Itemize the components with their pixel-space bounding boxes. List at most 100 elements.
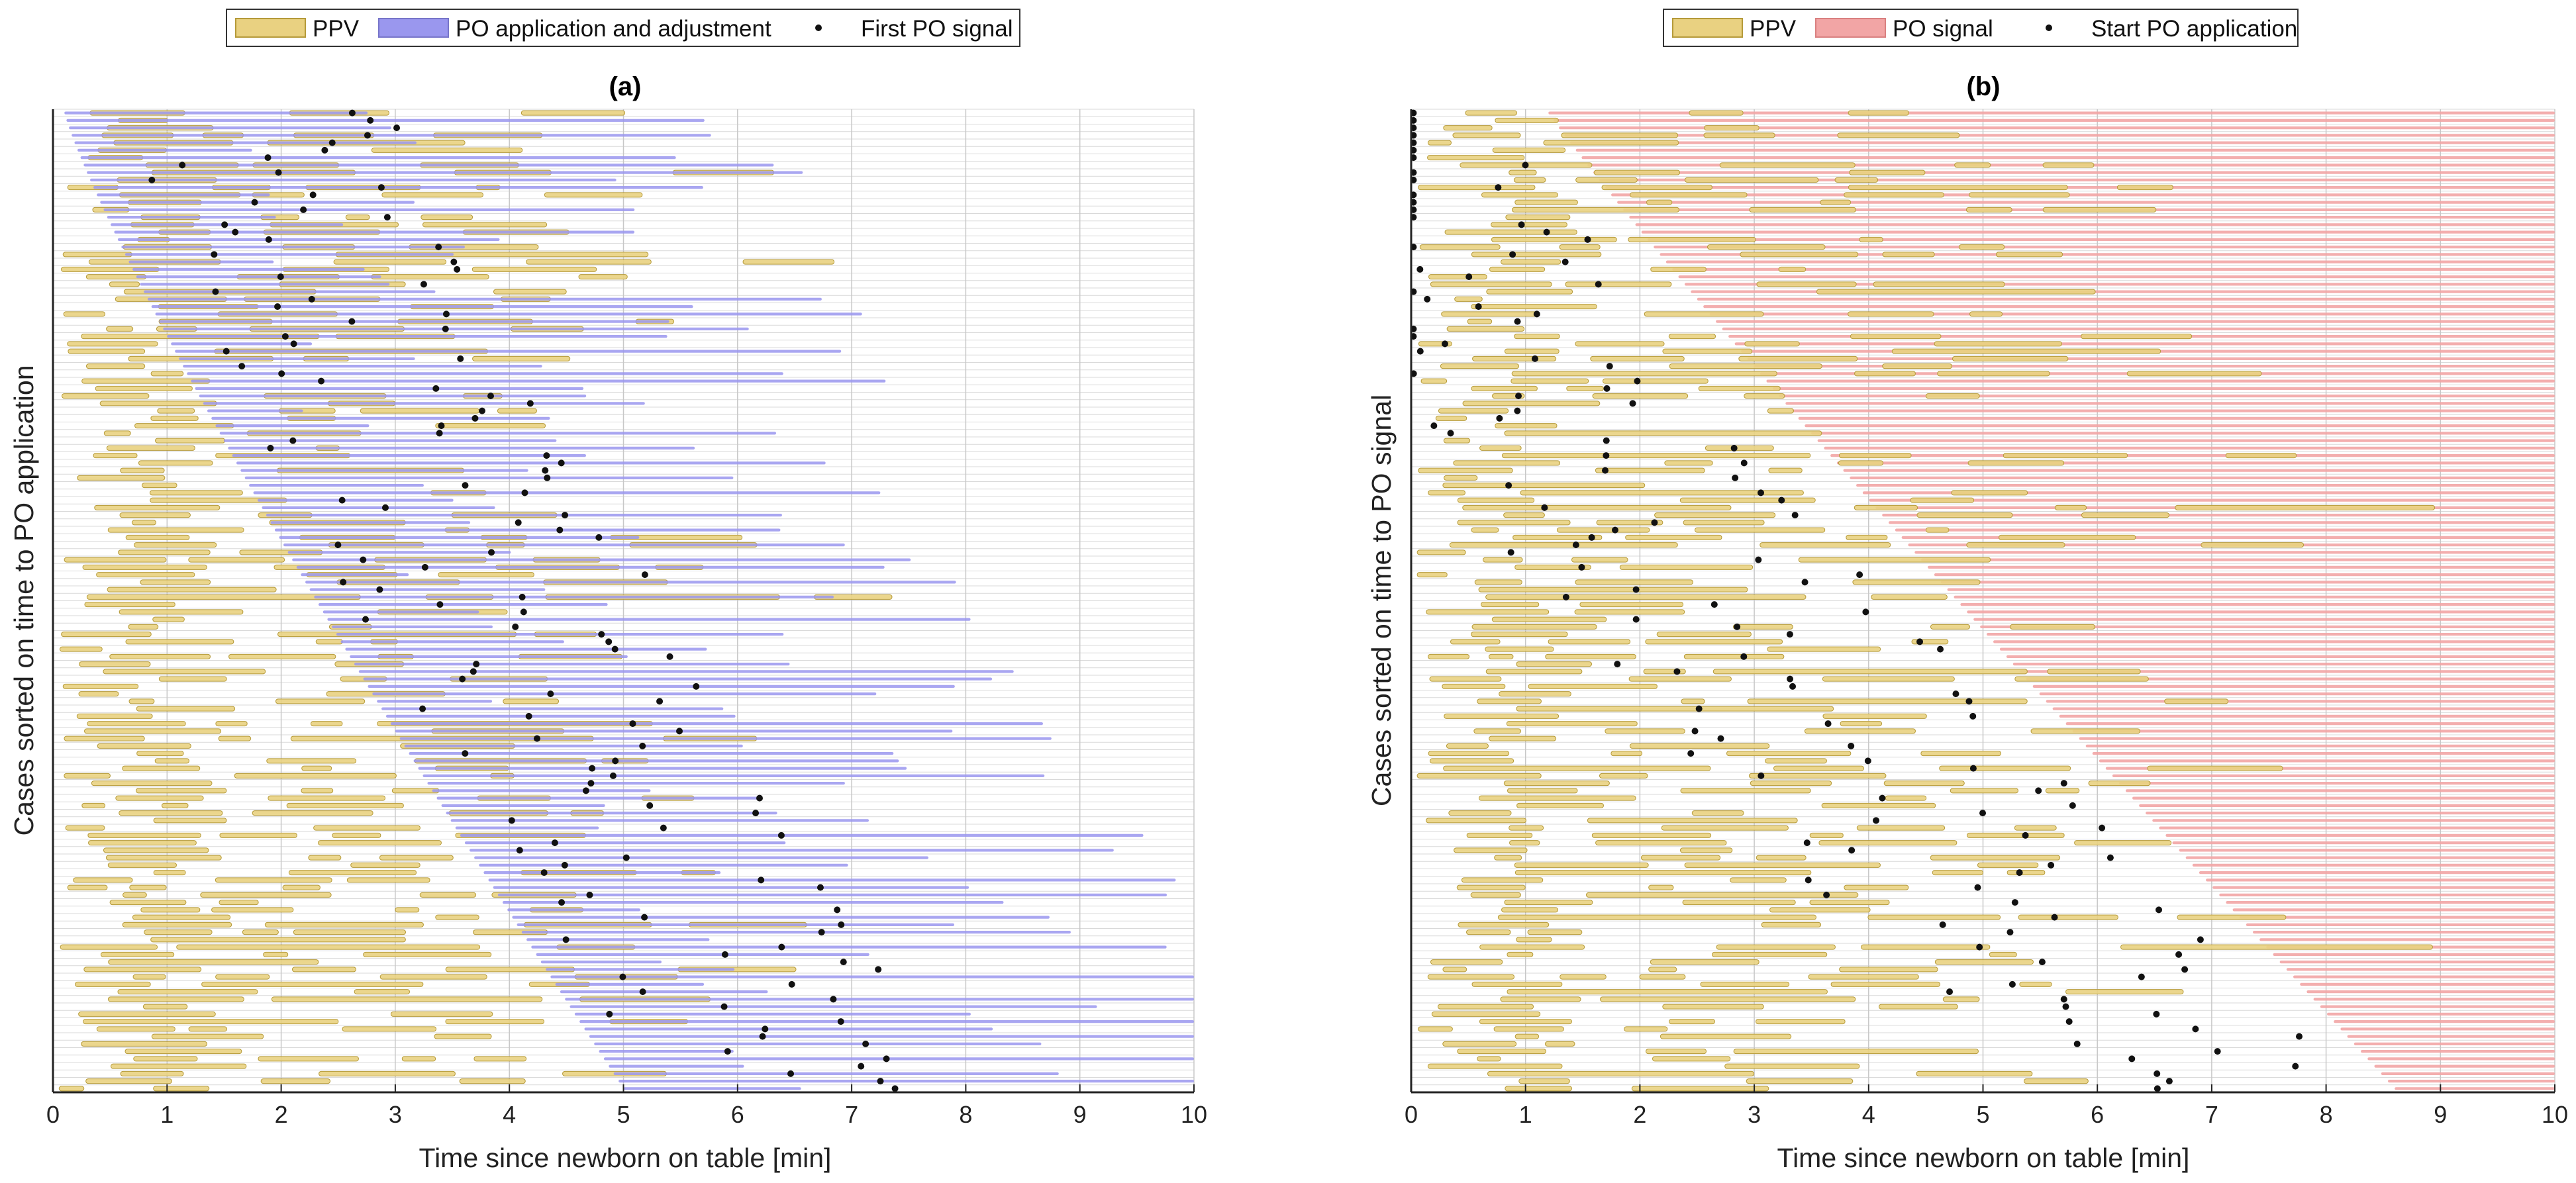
po-signal-bar <box>2072 730 2555 733</box>
po-signal-bar <box>2012 663 2555 666</box>
ppv-bar <box>1505 1086 1572 1092</box>
ppv-bar <box>1689 110 1744 116</box>
ppv-bar <box>2009 624 2096 630</box>
ppv-bar <box>1750 781 1832 786</box>
start-po-application-dot <box>1687 750 1695 757</box>
ppv-bar <box>1429 758 1514 764</box>
ppv-bar <box>1429 676 1502 682</box>
po-signal-bar <box>1999 647 2555 651</box>
start-po-application-dot <box>1732 474 1739 481</box>
start-po-application-dot <box>2060 780 2067 787</box>
ppv-bar <box>140 579 211 585</box>
ppv-bar <box>85 363 146 369</box>
ppv-bar <box>1471 385 1538 391</box>
start-po-application-dot <box>1734 623 1741 630</box>
ppv-bar <box>1443 125 1493 131</box>
first-po-signal-dot <box>360 556 367 563</box>
ppv-bar <box>1952 355 2069 361</box>
x-tick-label: 9 <box>1073 1101 1087 1128</box>
ppv-bar <box>2054 504 2087 510</box>
po-application-bar <box>199 395 587 398</box>
ppv-bar <box>271 996 543 1002</box>
po-application-bar <box>455 826 599 829</box>
start-po-application-dot <box>2153 1010 2160 1017</box>
ppv-bar <box>96 572 195 578</box>
po-application-bar <box>314 595 834 598</box>
ppv-bar <box>2081 512 2170 518</box>
ppv-bar <box>1518 1078 1570 1084</box>
ppv-bar <box>67 884 108 890</box>
po-signal-bar <box>1817 439 2555 442</box>
ppv-bar <box>157 408 195 414</box>
legend-a-first-po-signal-label: First PO signal <box>861 16 1013 42</box>
ppv-bar <box>1767 408 1795 414</box>
x-tick-label: 6 <box>731 1101 744 1128</box>
po-application-bar <box>117 238 500 241</box>
po-application-bar <box>128 260 274 263</box>
ppv-bar <box>1478 587 1748 592</box>
ppv-bar <box>1579 602 1684 608</box>
start-po-application-dot <box>1916 638 1924 645</box>
first-po-signal-dot <box>611 645 619 653</box>
ppv-bar <box>60 944 158 950</box>
legend-b-po-signal-label: PO signal <box>1893 16 1993 42</box>
po-application-bar <box>80 156 676 160</box>
ppv-bar <box>1822 676 1955 682</box>
ppv-bar <box>1590 355 1685 361</box>
ppv-bar <box>2019 981 2052 987</box>
ppv-bar <box>87 832 201 838</box>
ppv-bar <box>1821 802 1936 808</box>
first-po-signal-dot <box>587 780 595 787</box>
start-po-application-dot <box>1939 921 1946 928</box>
po-signal-bar <box>2159 826 2555 829</box>
first-po-signal-dot <box>540 869 548 876</box>
ppv-bar <box>2045 788 2080 794</box>
ppv-bar <box>1504 348 1560 354</box>
x-tick-label: 4 <box>503 1101 516 1128</box>
first-po-signal-dot <box>589 765 596 772</box>
po-signal-bar <box>2353 1042 2555 1045</box>
po-signal-bar <box>1647 238 2555 241</box>
start-po-application-dot <box>1522 162 1529 169</box>
ppv-bar <box>1467 318 1493 324</box>
po-signal-bar <box>1862 491 2555 495</box>
ppv-bar <box>1882 363 1953 369</box>
first-po-signal-dot <box>338 497 346 504</box>
ppv-bar <box>1925 527 1950 533</box>
first-po-signal-dot <box>264 154 272 162</box>
po-signal-bar <box>2374 1065 2555 1068</box>
first-po-signal-dot <box>516 847 523 854</box>
ppv-bar <box>1967 460 2065 466</box>
first-po-signal-dot <box>487 393 494 400</box>
ppv-bar <box>1999 534 2136 540</box>
po-application-bar <box>336 633 784 636</box>
x-tick-label: 5 <box>617 1101 630 1128</box>
ppv-bar <box>315 639 343 645</box>
ppv-bar <box>1625 534 1722 540</box>
ppv-bar <box>1977 862 2039 868</box>
ppv-bar <box>107 862 177 868</box>
first-po-signal-dot <box>442 325 449 332</box>
ppv-bar <box>1871 594 1948 600</box>
start-po-application-dot <box>1651 519 1658 526</box>
first-po-signal-dot <box>721 951 728 958</box>
po-signal-bar <box>2165 833 2555 837</box>
ppv-bar <box>1592 393 1689 399</box>
first-po-signal-dot <box>348 318 356 325</box>
ppv-bar <box>1456 884 1526 890</box>
po-signal-bar <box>2219 893 2555 896</box>
po-signal-bar <box>1824 446 2555 450</box>
ppv-bar <box>1457 497 1535 503</box>
start-po-application-dot <box>1632 616 1640 623</box>
ppv-bar <box>64 773 111 779</box>
po-application-bar <box>594 1042 1042 1045</box>
ppv-bar <box>1681 698 1705 704</box>
ppv-bar <box>379 974 487 980</box>
start-po-application-dot <box>2038 959 2046 966</box>
ppv-bar <box>1514 870 1812 876</box>
po-signal-bar <box>2026 677 2555 681</box>
ppv-bar <box>1494 855 1522 861</box>
first-po-signal-dot <box>788 980 795 988</box>
ppv-bar <box>2164 698 2229 704</box>
po-application-bar <box>83 164 774 167</box>
